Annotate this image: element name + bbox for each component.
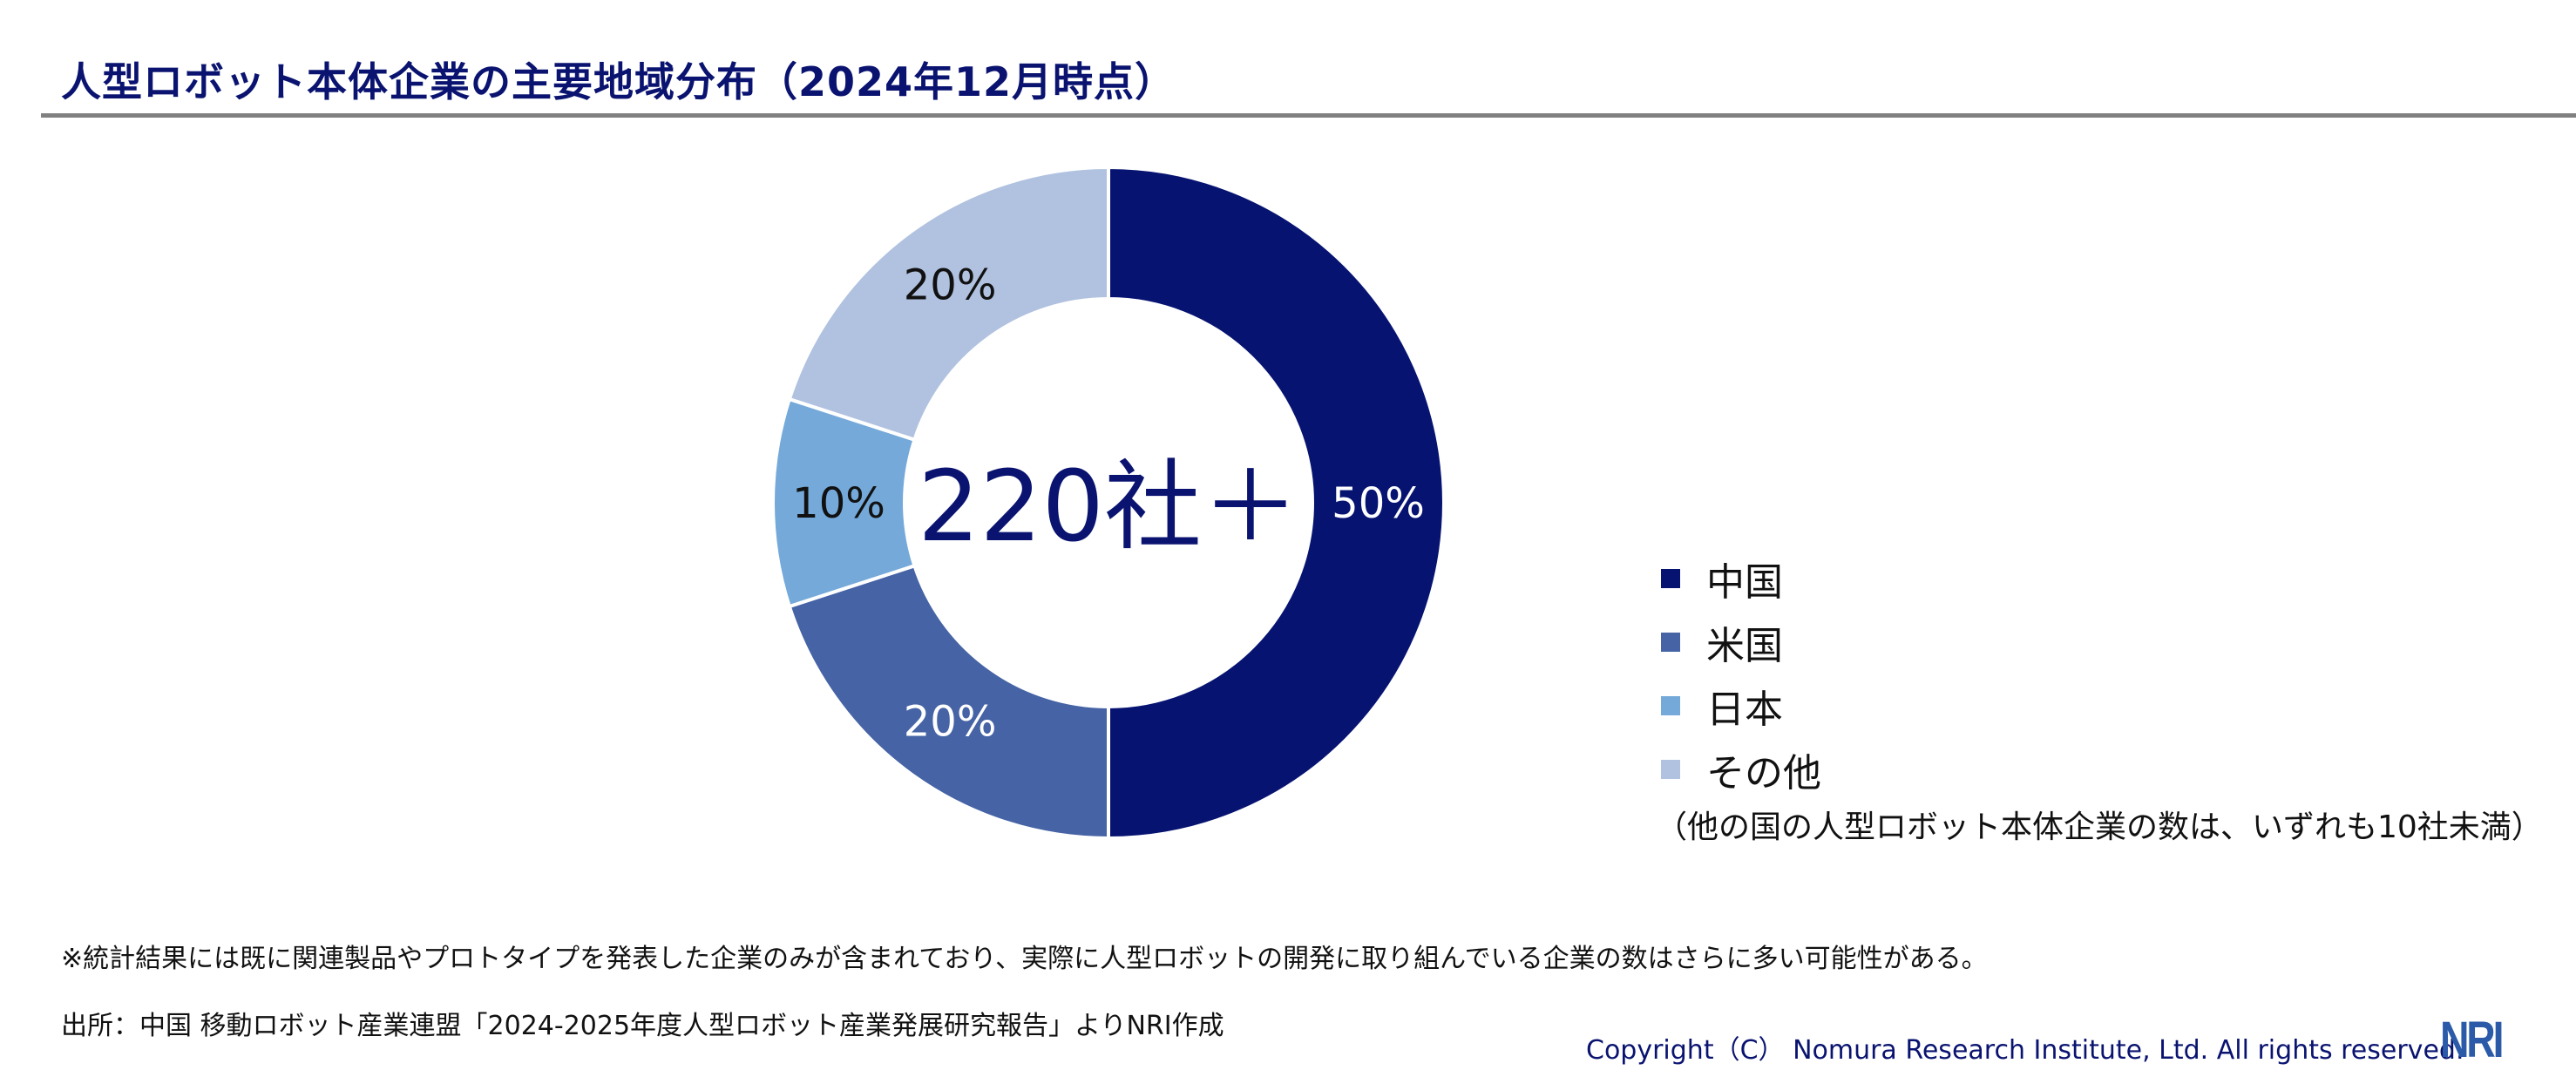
legend-label: その他	[1706, 751, 1821, 796]
donut-slice-0	[1107, 165, 1446, 841]
page-title: 人型ロボット本体企業の主要地域分布（2024年12月時点）	[61, 58, 1176, 105]
legend-item: その他	[1661, 742, 1821, 797]
legend-note: （他の国の人型ロボット本体企業の数は、いずれも10社未満）	[1656, 809, 2543, 845]
center-total-label: 220社＋	[918, 450, 1299, 564]
slice-value-label: 20%	[904, 261, 997, 310]
legend-swatch	[1661, 569, 1680, 588]
legend-item: 日本	[1661, 678, 1783, 734]
title-divider	[41, 113, 2576, 118]
footnote: ※統計結果には既に関連製品やプロトタイプを発表した企業のみが含まれており、実際に…	[61, 944, 1988, 974]
nri-logo: NRI	[2440, 1012, 2505, 1068]
legend-label: 中国	[1706, 560, 1783, 605]
source-note: 出所：中国 移動ロボット産業連盟「2024-2025年度人型ロボット産業発展研究…	[61, 1011, 1224, 1041]
slice-value-label: 20%	[904, 697, 997, 746]
legend-item: 中国	[1661, 551, 1783, 606]
legend-item: 米国	[1661, 614, 1783, 670]
legend-swatch	[1661, 696, 1680, 715]
donut-slice-1	[787, 563, 1110, 841]
slice-value-label: 50%	[1332, 479, 1425, 528]
legend-swatch	[1661, 760, 1680, 779]
copyright: Copyright（C） Nomura Research Institute, …	[1586, 1035, 2464, 1066]
legend-swatch	[1661, 633, 1680, 652]
legend-label: 日本	[1706, 687, 1783, 732]
legend-label: 米国	[1706, 624, 1783, 668]
donut-slice-3	[787, 165, 1110, 443]
slice-value-label: 10%	[792, 479, 885, 528]
